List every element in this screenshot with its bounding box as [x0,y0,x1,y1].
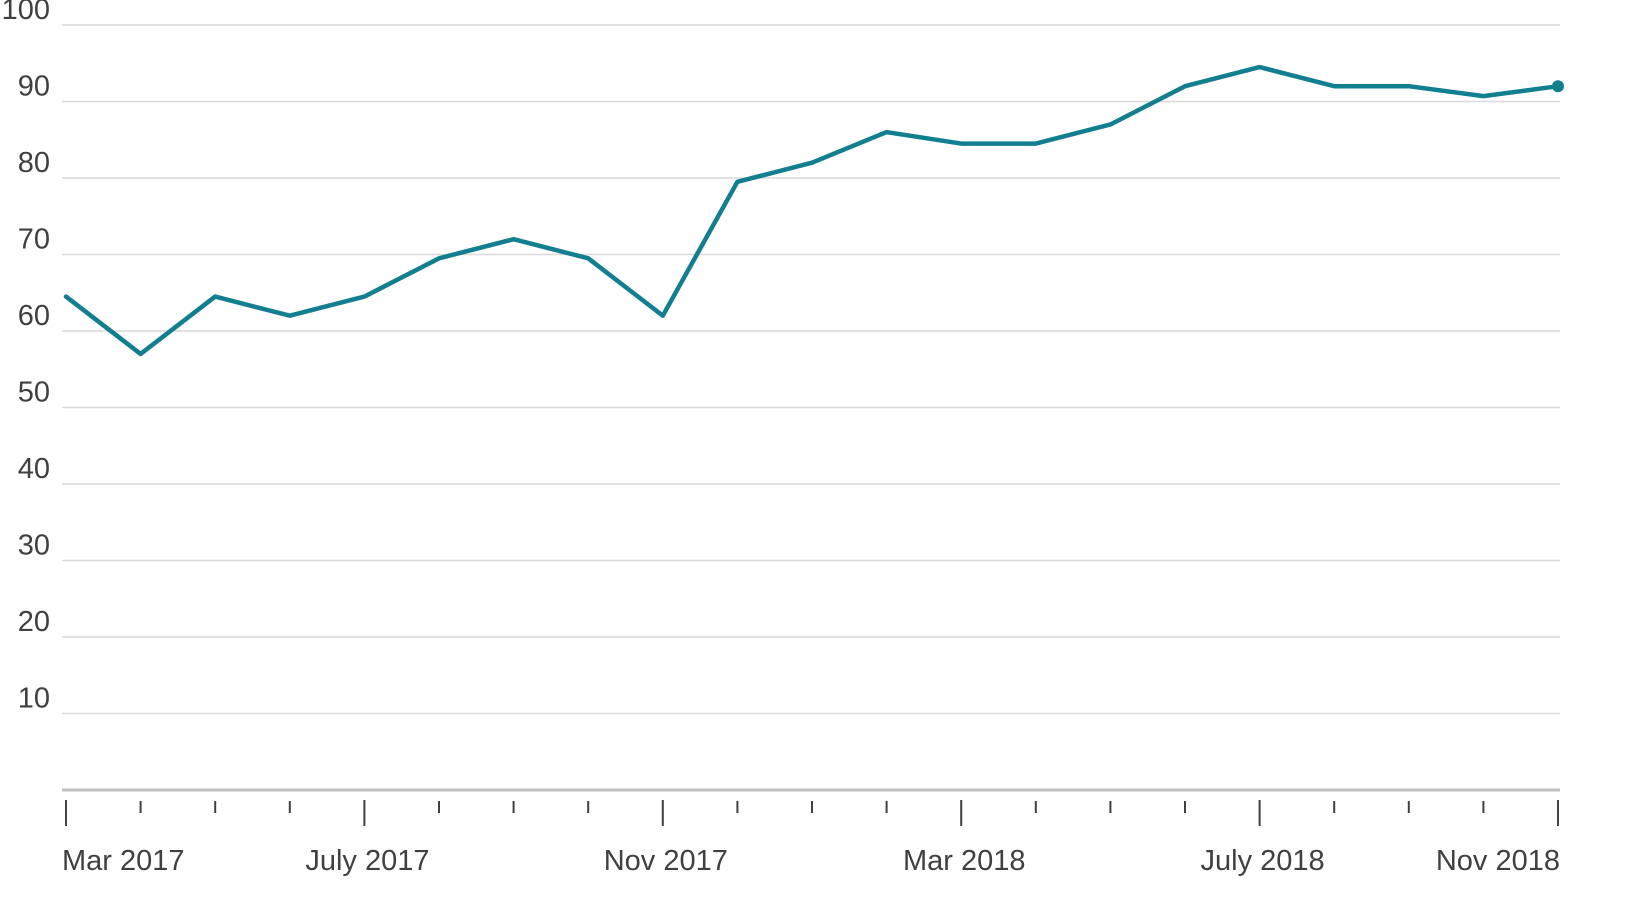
y-tick-label-50: 50 [18,377,50,409]
y-tick-label-60: 60 [18,300,50,332]
x-tick-label-2017-03: Mar 2017 [62,845,185,877]
y-tick-label-40: 40 [18,453,50,485]
y-tick-label-100: 100 [2,0,50,26]
y-tick-label-90: 90 [18,71,50,103]
data-point-2017-06 [288,314,292,318]
data-point-2017-11 [661,314,665,318]
y-tick-label-10: 10 [18,683,50,715]
end-point-marker [1552,80,1564,93]
y-tick-label-70: 70 [18,224,50,256]
series-layer [63,64,1564,357]
x-axis-labels: Mar 2017 July 2017 Nov 2017 Mar 2018 July 20… [62,845,1560,877]
y-axis-labels: 10 20 30 40 50 60 70 80 90 100 [2,0,50,715]
data-point-2017-10 [586,256,590,260]
data-point-2017-04 [138,352,142,356]
x-tick-label-2018-11: Nov 2018 [1436,845,1560,877]
x-tick-label-2017-07: July 2017 [305,845,429,877]
y-tick-label-30: 30 [18,530,50,562]
data-point-2018-07 [1257,65,1261,69]
data-point-2018-04 [1034,141,1038,145]
x-tick-label-2018-03: Mar 2018 [903,845,1026,877]
data-point-2018-02 [884,130,888,134]
series-line-0 [63,64,1561,357]
data-point-2018-06 [1183,84,1187,88]
y-tick-label-80: 80 [18,147,50,179]
data-point-2017-09 [511,237,515,241]
data-point-2017-03 [64,294,68,298]
data-point-2017-08 [437,256,441,260]
data-point-2017-05 [213,294,217,298]
data-point-2018-10 [1481,94,1485,98]
data-point-2017-12 [735,180,739,184]
data-point-2018-01 [810,161,814,165]
x-axis [62,788,1560,826]
data-point-2017-07 [362,294,366,298]
x-tick-label-2018-07: July 2018 [1201,845,1325,877]
data-point-2018-05 [1108,122,1112,126]
y-tick-label-20: 20 [18,606,50,638]
x-tick-label-2017-11: Nov 2017 [604,845,728,877]
data-point-2018-08 [1332,84,1336,88]
data-point-2018-09 [1407,84,1411,88]
gridlines [62,24,1560,715]
data-point-2018-03 [959,141,963,145]
